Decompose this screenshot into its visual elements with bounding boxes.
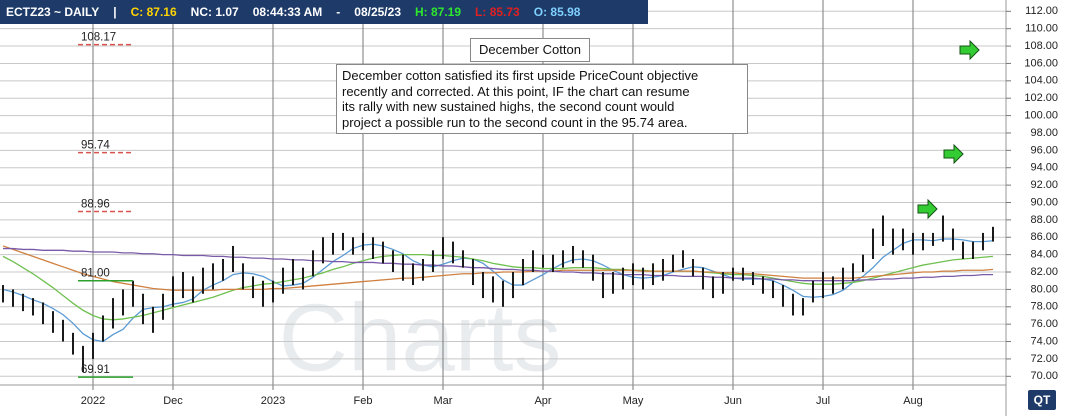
note-line: December cotton satisfied its first upsi… [342, 68, 699, 83]
chart-title: December Cotton [470, 38, 590, 62]
y-tick-label: 74.00 [1030, 335, 1058, 347]
header-item: O: 85.98 [533, 5, 581, 19]
y-tick-label: 112.00 [1025, 5, 1058, 17]
y-tick-label: 88.00 [1030, 214, 1058, 226]
y-tick-label: 70.00 [1030, 370, 1058, 382]
x-tick-label: May [623, 395, 644, 407]
header-item: - [336, 5, 341, 19]
x-tick-label: Feb [354, 395, 373, 407]
y-tick-label: 106.00 [1024, 57, 1058, 69]
x-tick-label: Mar [434, 395, 453, 407]
header-item: C: 87.16 [130, 5, 177, 19]
y-tick-label: 86.00 [1030, 231, 1058, 243]
x-tick-label: Jun [724, 395, 742, 407]
y-tick-label: 80.00 [1030, 283, 1058, 295]
header-item: NC: 1.07 [190, 5, 239, 19]
y-tick-label: 98.00 [1030, 127, 1058, 139]
note-line: its rally with new sustained highs, the … [342, 99, 675, 114]
y-tick-label: 84.00 [1030, 249, 1058, 261]
note-line: project a possible run to the second cou… [342, 114, 688, 130]
x-tick-label: 2022 [81, 395, 105, 407]
y-tick-label: 108.00 [1024, 40, 1058, 52]
header-item: | [113, 5, 117, 19]
logo-box [1028, 390, 1056, 410]
note-box: December cotton satisfied its first upsi… [336, 64, 748, 134]
average-line [3, 247, 993, 282]
target-arrow [959, 39, 980, 61]
note-line: recently and corrected. At this point, I… [342, 83, 690, 99]
level-label: 81.00 [81, 268, 110, 280]
y-tick-label: 104.00 [1024, 75, 1058, 87]
x-tick-label: Dec [163, 395, 183, 407]
header-item: H: 87.19 [415, 5, 462, 19]
target-arrow [943, 143, 964, 165]
header-item: ECTZ23 ~ DAILY [6, 5, 100, 19]
logo: QT [1034, 393, 1051, 407]
target-arrow [917, 198, 938, 220]
level-label: 108.17 [81, 32, 116, 44]
average-line [2, 238, 994, 343]
x-tick-label: Aug [903, 395, 923, 407]
level-label: 88.96 [81, 199, 110, 211]
average-line [2, 253, 994, 321]
header-item: 08:44:33 AM [252, 5, 323, 19]
x-tick-label: 2023 [261, 395, 285, 407]
level-label: 69.91 [81, 364, 110, 376]
y-tick-label: 100.00 [1024, 109, 1058, 121]
y-tick-label: 90.00 [1030, 196, 1058, 208]
average-line [2, 245, 994, 291]
header-item: L: 85.73 [475, 5, 520, 19]
y-tick-label: 94.00 [1030, 162, 1058, 174]
level-label: 95.74 [81, 140, 110, 152]
x-tick-label: Apr [534, 395, 551, 407]
y-tick-label: 72.00 [1030, 353, 1058, 365]
watermark: Charts [279, 284, 562, 391]
y-tick-label: 96.00 [1030, 144, 1058, 156]
y-tick-label: 82.00 [1030, 266, 1058, 278]
header-bar: ECTZ23 ~ DAILY | C: 87.16 NC: 1.07 08:44:33 … [0, 0, 648, 24]
y-tick-label: 76.00 [1030, 318, 1058, 330]
y-tick-label: 78.00 [1030, 301, 1058, 313]
header-item: 08/25/23 [354, 5, 401, 19]
x-tick-label: Jul [816, 395, 830, 407]
y-tick-label: 110.00 [1025, 23, 1058, 35]
y-tick-label: 102.00 [1024, 92, 1058, 104]
y-tick-label: 92.00 [1030, 179, 1058, 191]
